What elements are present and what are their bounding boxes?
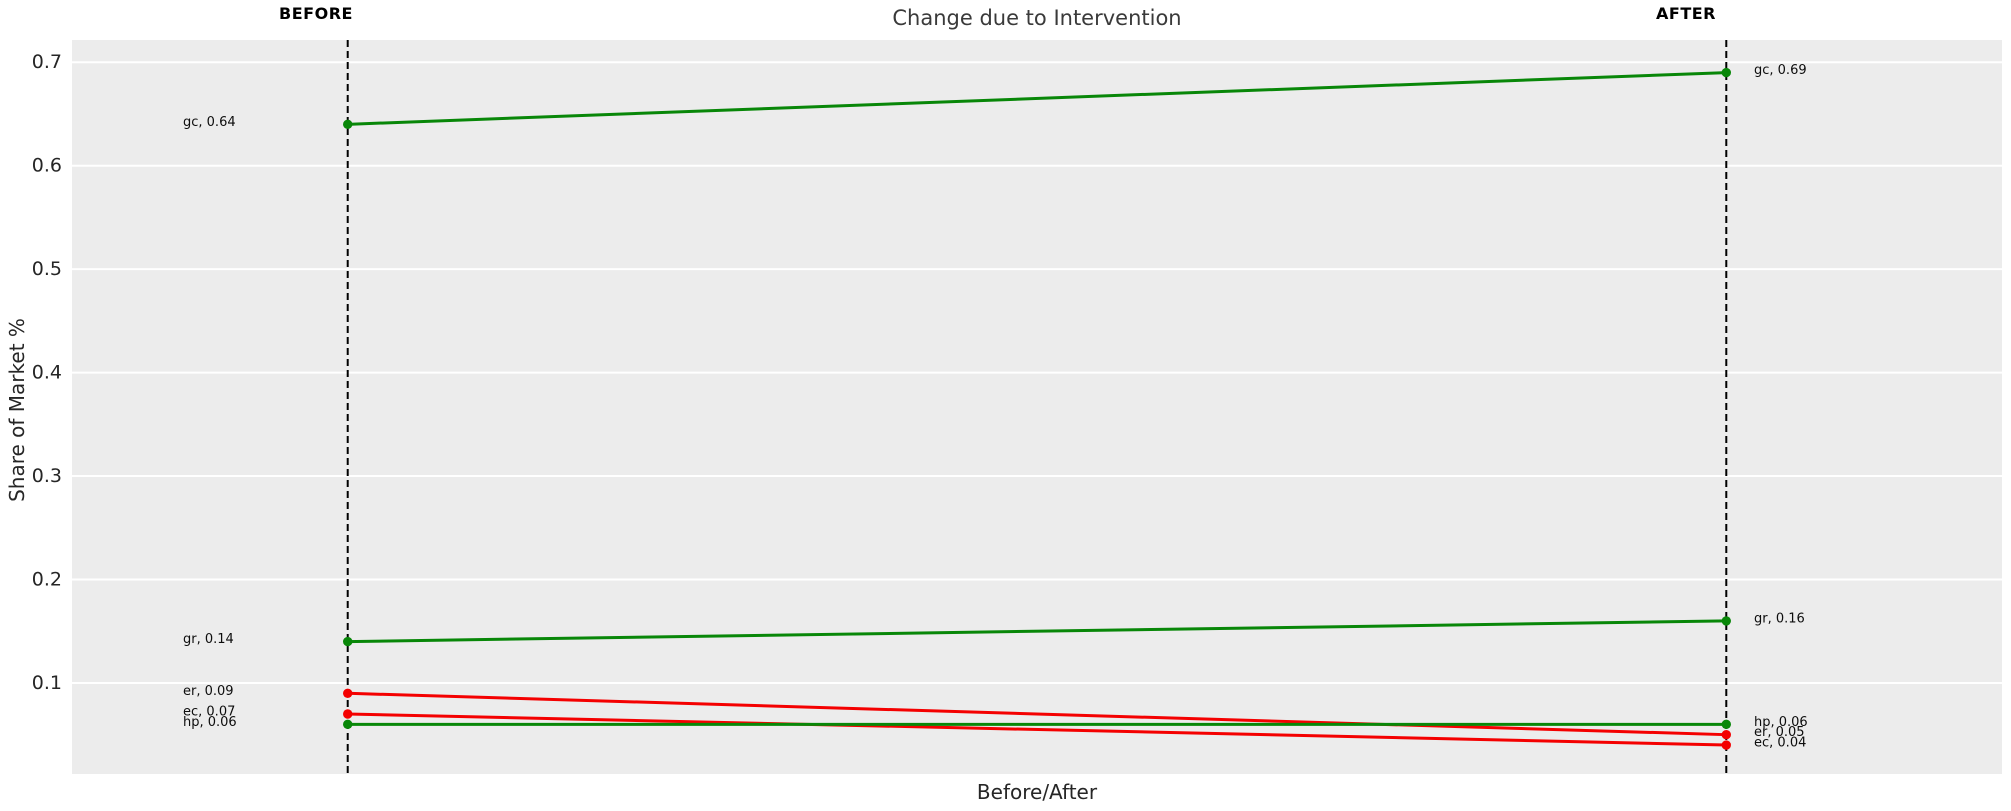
- point-label-hp-before: hp, 0.06: [183, 715, 237, 730]
- point-gr-before: [343, 636, 353, 647]
- point-er-after: [1721, 729, 1731, 740]
- series-line-ec: [347, 712, 1727, 747]
- y-tick-label-0.2: 0.2: [32, 569, 62, 591]
- series-line-er: [347, 691, 1727, 737]
- point-label-gc-after: gc, 0.69: [1754, 63, 1807, 78]
- point-er-before: [343, 688, 353, 699]
- point-gc-before: [343, 119, 353, 130]
- y-tick-label-0.1: 0.1: [32, 672, 62, 694]
- point-ec-after: [1721, 740, 1731, 750]
- point-hp-before: [343, 719, 353, 730]
- series-line-gr: [347, 619, 1727, 644]
- point-ec-before: [343, 709, 353, 719]
- series-line-gc: [347, 71, 1727, 126]
- point-label-er-after: er, 0.05: [1754, 725, 1805, 740]
- column-header-after: AFTER: [1656, 4, 1716, 23]
- point-gr-after: [1721, 616, 1731, 626]
- point-label-gc-before: gc, 0.64: [183, 115, 236, 130]
- point-label-er-before: er, 0.09: [183, 684, 234, 699]
- point-label-gr-before: gr, 0.14: [183, 632, 234, 647]
- point-label-ec-before: ec, 0.07: [183, 704, 235, 719]
- y-tick-label-0.7: 0.7: [32, 51, 62, 73]
- y-tick-label-0.6: 0.6: [32, 155, 62, 177]
- x-axis-label: Before/After: [976, 780, 1098, 804]
- chart-title: Change due to Intervention: [892, 6, 1182, 30]
- point-label-ec-after: ec, 0.04: [1754, 736, 1806, 751]
- y-tick-label-0.5: 0.5: [32, 258, 62, 280]
- point-gc-after: [1721, 67, 1731, 78]
- y-tick-label-0.4: 0.4: [32, 362, 62, 384]
- point-label-gr-after: gr, 0.16: [1754, 611, 1805, 626]
- y-tick-label-0.3: 0.3: [32, 465, 62, 487]
- point-label-hp-after: hp, 0.06: [1754, 715, 1808, 730]
- point-hp-after: [1721, 719, 1731, 730]
- column-header-before: BEFORE: [279, 4, 353, 23]
- plot-area-background: [72, 40, 2002, 774]
- y-axis-label: Share of Market %: [5, 318, 29, 502]
